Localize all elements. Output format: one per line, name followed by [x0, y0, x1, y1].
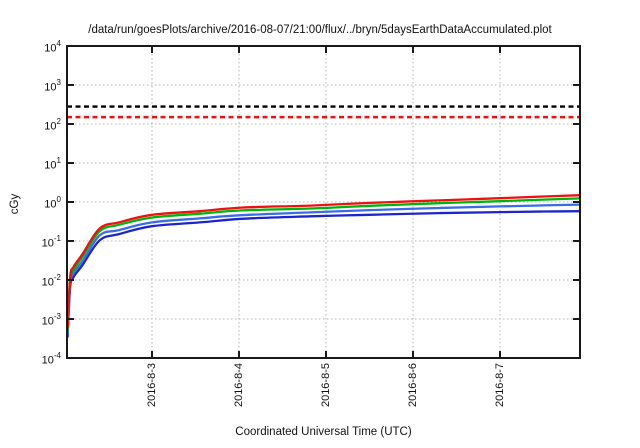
y-tick-label: 10-1 — [41, 234, 61, 250]
x-tick-label: 2016-8-6 — [406, 363, 419, 408]
y-tick-label: 102 — [44, 117, 61, 133]
accumulated-dose-dark-blue-curve — [66, 210, 582, 338]
y-tick-label: 104 — [44, 39, 61, 55]
accumulated-dose-light-blue-curve — [66, 203, 582, 335]
y-tick-label: 10-4 — [41, 351, 61, 367]
accumulated-dose-red-curve — [66, 194, 582, 329]
x-tick-label: 2016-8-5 — [319, 363, 332, 408]
x-tick-label: 2016-8-4 — [232, 363, 245, 408]
y-tick-label: 10-3 — [41, 312, 61, 328]
y-tick-label: 10-2 — [41, 273, 61, 289]
accumulated-dose-green-curve — [66, 197, 582, 332]
y-tick-label: 101 — [44, 156, 61, 172]
y-tick-label: 103 — [44, 78, 61, 94]
chart-title: /data/run/goesPlots/archive/2016-08-07/2… — [88, 24, 552, 36]
x-tick-label: 2016-8-3 — [145, 363, 158, 408]
y-tick-label: 100 — [44, 195, 61, 211]
x-axis-label: Coordinated Universal Time (UTC) — [235, 426, 412, 438]
x-tick-label: 2016-8-7 — [493, 363, 506, 408]
